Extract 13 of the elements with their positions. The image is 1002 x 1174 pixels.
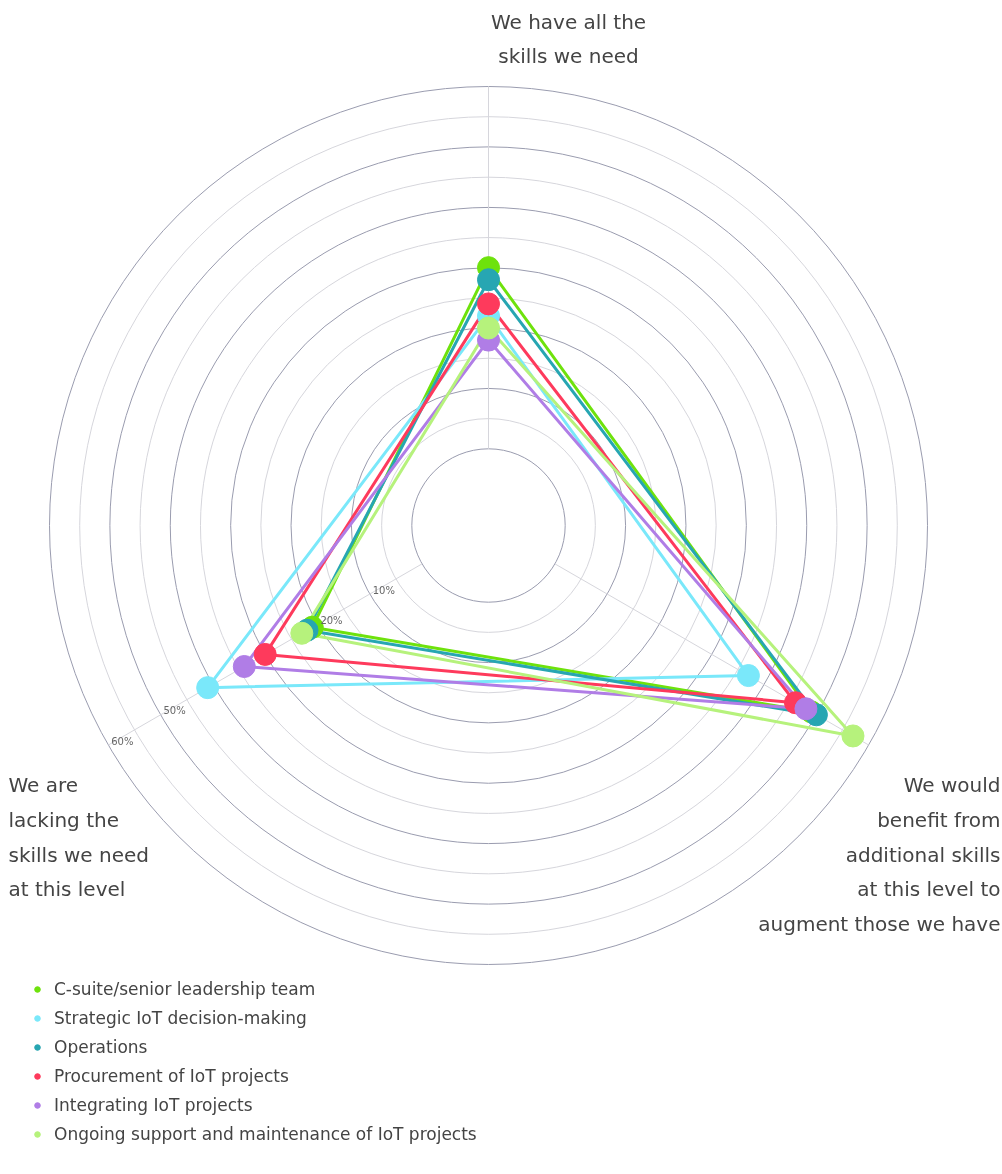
legend-label: Integrating IoT projects — [54, 1095, 253, 1115]
y-tick-label: 10% — [372, 584, 395, 596]
spoke-label: We have all the skills we need — [490, 9, 647, 69]
y-tick-label: 20% — [320, 614, 343, 626]
legend-label: C-suite/senior leadership team — [54, 979, 316, 999]
legend-label: Ongoing support and maintenance of IoT projects — [54, 1124, 477, 1144]
y-tick-label: 60% — [111, 735, 134, 747]
spoke-label: We are lacking the skills we need at this level — [8, 773, 149, 902]
y-tick-label: 50% — [163, 705, 186, 717]
spoke-label: We would benefit from additional skills at this level to augment those we have — [758, 773, 1001, 937]
legend-label: Procurement of IoT projects — [54, 1066, 289, 1086]
legend-label: Strategic IoT decision-making — [54, 1008, 307, 1028]
legend-label: Operations — [54, 1037, 148, 1057]
